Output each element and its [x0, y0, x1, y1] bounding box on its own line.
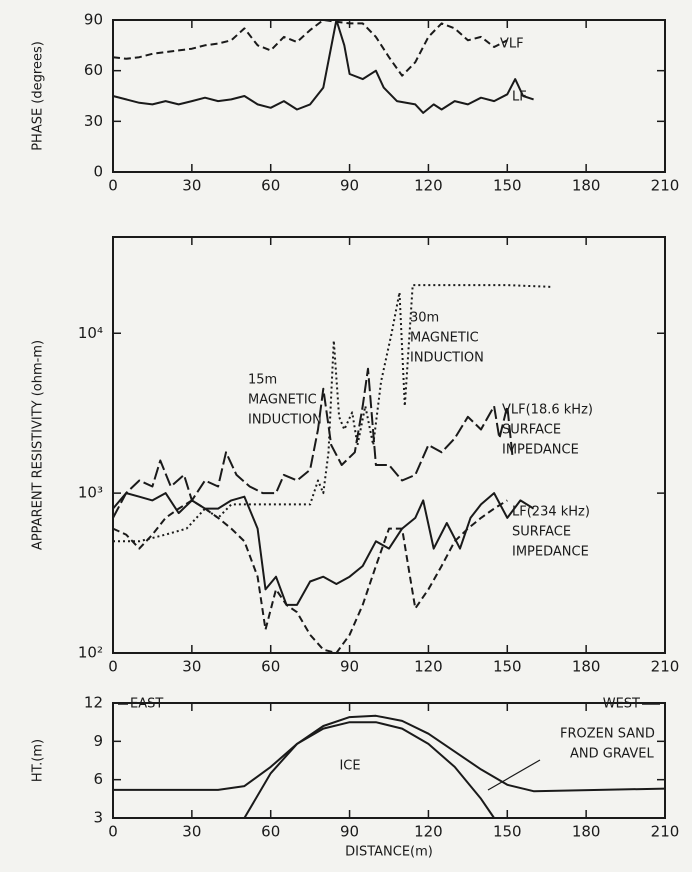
data-line	[112, 19, 534, 114]
data-line	[112, 492, 535, 606]
series-label: VLF(18.6 kHz)	[502, 403, 593, 418]
data-line	[113, 714, 666, 793]
x-tick-label: 90	[340, 823, 359, 841]
x-tick-label: 120	[414, 177, 443, 195]
series-label: LF(234 kHz)	[512, 505, 590, 520]
x-tick-label: 180	[572, 177, 601, 195]
x-tick-label: 150	[493, 177, 522, 195]
x-tick-label: 60	[261, 658, 280, 676]
x-tick-label: 0	[108, 177, 118, 195]
series-label: VLF	[500, 37, 524, 52]
plot-frame	[112, 236, 666, 654]
y-axis-label: APPARENT RESISTIVITY (ohm-m)	[31, 340, 46, 550]
data-line	[113, 284, 553, 543]
y-tick-label: 9	[93, 732, 103, 750]
leader-line	[487, 759, 541, 791]
x-tick-label: 120	[414, 823, 443, 841]
y-axis-label: PHASE (degrees)	[31, 41, 46, 151]
series-label: SURFACE	[502, 423, 561, 438]
x-tick-label: 30	[182, 177, 201, 195]
y-tick-label: 30	[84, 112, 103, 130]
series-label: MAGNETIC	[410, 331, 479, 346]
x-tick-label: 0	[108, 823, 118, 841]
series-label: LF	[512, 90, 527, 105]
x-tick-label: 150	[493, 658, 522, 676]
x-tick-label: 0	[108, 658, 118, 676]
x-tick-label: 120	[414, 658, 443, 676]
plot-frame	[112, 702, 666, 819]
y-tick-label: 0	[93, 163, 103, 181]
series-label: 15m	[248, 373, 277, 388]
y-tick-label: 6	[93, 770, 103, 788]
data-line	[112, 367, 514, 519]
annotation: ICE	[339, 759, 360, 774]
x-tick-label: 30	[182, 823, 201, 841]
y-tick-label: 12	[84, 694, 103, 712]
x-tick-label: 210	[651, 823, 680, 841]
y-tick-label: 90	[84, 11, 103, 29]
x-tick-label: 90	[340, 177, 359, 195]
series-label: MAGNETIC	[248, 393, 317, 408]
y-axis-label: HT.(m)	[31, 739, 46, 782]
y-tick-label: 10²	[78, 644, 103, 662]
x-tick-label: 210	[651, 658, 680, 676]
data-line	[112, 19, 508, 77]
x-tick-label: 60	[261, 177, 280, 195]
series-label: INDUCTION	[410, 351, 484, 366]
annotation: WEST	[603, 697, 640, 712]
annotation: EAST	[130, 697, 163, 712]
x-tick-label: 180	[572, 823, 601, 841]
y-tick-label: 10⁴	[78, 324, 103, 342]
x-tick-label: 180	[572, 658, 601, 676]
data-line	[112, 499, 508, 654]
y-tick-label: 60	[84, 61, 103, 79]
y-tick-label: 3	[93, 809, 103, 827]
x-tick-label: 90	[340, 658, 359, 676]
annotation: FROZEN SAND	[560, 727, 655, 742]
data-line	[243, 721, 495, 819]
x-tick-label: 210	[651, 177, 680, 195]
plot-frame	[112, 19, 666, 173]
x-tick-label: 150	[493, 823, 522, 841]
series-label: IMPEDANCE	[502, 443, 579, 458]
x-axis-label: DISTANCE(m)	[345, 845, 433, 860]
series-label: 30m	[410, 311, 439, 326]
x-tick-label: 60	[261, 823, 280, 841]
series-label: SURFACE	[512, 525, 571, 540]
x-tick-label: 30	[182, 658, 201, 676]
series-label: IMPEDANCE	[512, 545, 589, 560]
series-label: INDUCTION	[248, 413, 322, 428]
y-tick-label: 10³	[78, 484, 103, 502]
annotation: AND GRAVEL	[570, 747, 655, 762]
